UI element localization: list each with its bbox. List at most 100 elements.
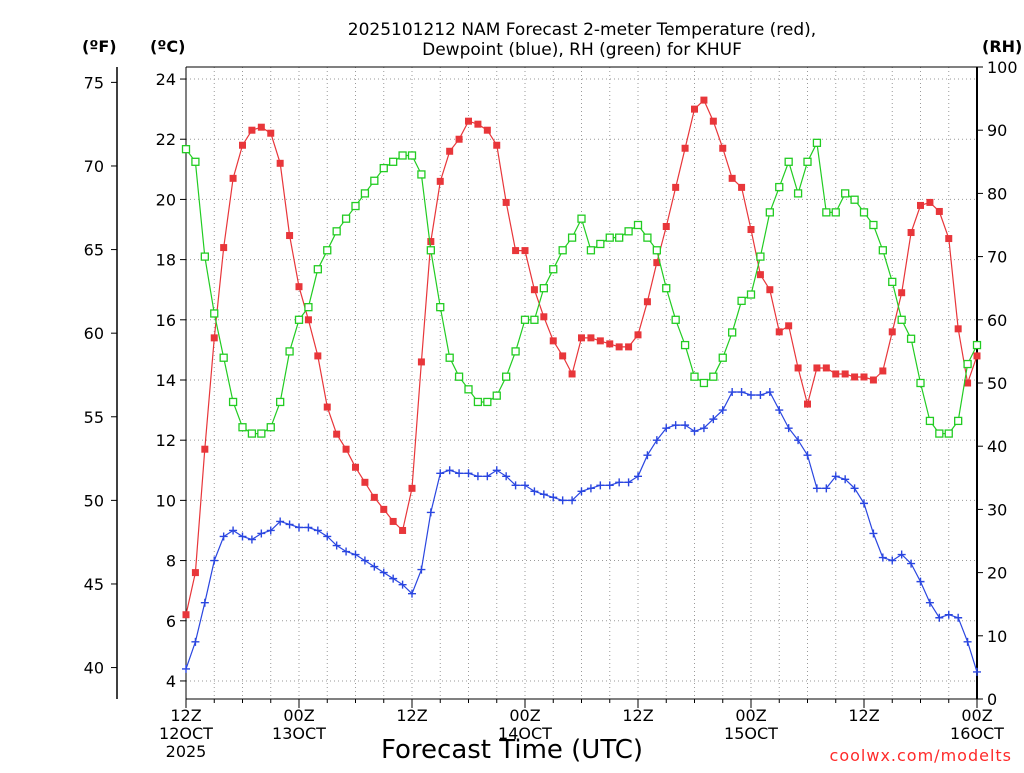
rh-point (577, 214, 586, 223)
temperature-point (973, 352, 981, 360)
temperature-point (747, 226, 755, 234)
temperature-point (832, 370, 840, 378)
dewpoint-point (511, 481, 520, 490)
chart-title-line-1: 2025101212 NAM Forecast 2-meter Temperat… (348, 20, 816, 40)
dewpoint-point (605, 481, 614, 490)
x-tick-label: 12Z (848, 706, 879, 725)
dewpoint-point (229, 526, 238, 535)
x-tick-label: 12Z (396, 706, 427, 725)
dewpoint-point (558, 496, 567, 505)
dewpoint-point (850, 484, 859, 493)
temperature-point (201, 445, 209, 453)
dewpoint-point (662, 424, 671, 433)
temperature-point (559, 352, 567, 360)
x-tick-label: 00Z (735, 706, 766, 725)
rh-tick-label: 70 (987, 248, 1007, 267)
temperature-point (417, 358, 425, 366)
series-layer (181, 96, 982, 676)
celsius-tick-label: 16 (156, 311, 176, 330)
temperature-point (333, 430, 341, 438)
rh-point (624, 227, 633, 236)
celsius-tick-label: 8 (166, 552, 176, 571)
rh-point (963, 359, 972, 369)
dewpoint-point (521, 481, 529, 490)
temperature-point (493, 141, 501, 149)
grid (186, 67, 977, 699)
rh-point (407, 151, 417, 160)
temperature-point (785, 322, 793, 330)
rh-point (916, 378, 925, 388)
temperature-point (851, 373, 859, 381)
rh-point (586, 246, 596, 255)
temperature-point (596, 337, 604, 345)
rh-point (925, 416, 935, 426)
temperature-point (888, 328, 896, 336)
rh-point (746, 290, 756, 299)
celsius-tick-label: 4 (166, 672, 176, 691)
rh-point (812, 138, 822, 147)
dewpoint-point (530, 487, 539, 496)
temperature-point (625, 343, 633, 351)
dewpoint-point (219, 532, 228, 541)
temperature-point (295, 283, 303, 291)
temperature-point (568, 370, 576, 378)
temperature-point (804, 400, 811, 408)
rh-point (906, 334, 916, 343)
rh-point (445, 353, 454, 362)
temperature-point (342, 445, 350, 453)
dewpoint-point (342, 547, 351, 556)
dewpoint-point (210, 556, 219, 565)
rh-tick-label: 90 (987, 121, 1007, 140)
temperature-point (964, 379, 972, 387)
rh-point (285, 347, 294, 356)
temperature-point (220, 244, 228, 252)
rh-point (191, 157, 200, 166)
temperature-point (766, 286, 774, 294)
temperature-point (691, 105, 698, 113)
rh-point (652, 246, 661, 255)
dewpoint-point (417, 565, 426, 574)
dewpoint-point (963, 637, 972, 646)
temperature-point (530, 286, 538, 294)
temperature-point (756, 271, 764, 279)
rh-point (633, 220, 643, 230)
x-tick-label: 00Z (509, 706, 540, 725)
text-layer: 2025101212 NAM Forecast 2-meter Temperat… (82, 20, 1022, 765)
temperature-point (606, 340, 614, 348)
rh-point (690, 372, 699, 381)
rh-point (567, 233, 577, 242)
dewpoint-point (841, 475, 850, 484)
temperature-point (907, 229, 915, 237)
rh-point (389, 157, 398, 166)
rh-point (549, 265, 558, 274)
temperature-point (879, 367, 887, 375)
rh-point (238, 423, 247, 432)
rh-point (313, 265, 322, 274)
rh-point (662, 284, 671, 293)
rh-point (756, 252, 765, 261)
temperature-point (276, 159, 284, 167)
dewpoint-point (398, 580, 407, 589)
dewpoint-point (831, 472, 840, 481)
rh-point (822, 208, 831, 217)
temperature-point (945, 235, 953, 243)
dewpoint-point (634, 472, 642, 481)
temperature-point (257, 123, 265, 131)
temperature-point (822, 364, 830, 372)
temperature-point (700, 96, 708, 104)
rh-point (341, 214, 351, 223)
rh-point (539, 284, 548, 293)
temperature-point (578, 334, 585, 342)
dewpoint-point (436, 469, 445, 478)
celsius-tick-label: 22 (156, 130, 176, 149)
dewpoint-point (257, 529, 266, 538)
temperature-point (954, 325, 962, 333)
temperature-point (898, 289, 906, 297)
rh-tick-label: 20 (987, 564, 1007, 583)
dewpoint-point (445, 466, 454, 475)
rh-tick-label: 30 (987, 500, 1007, 519)
dewpoint-point (615, 478, 624, 487)
rh-point (483, 397, 492, 407)
rh-tick-label: 60 (987, 311, 1007, 330)
celsius-tick-label: 20 (156, 190, 176, 209)
